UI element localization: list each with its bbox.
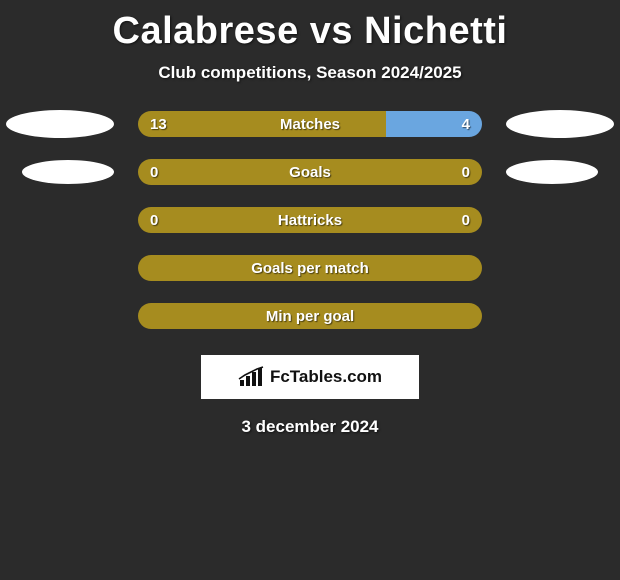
stat-bar: 134Matches [138,111,482,137]
fctables-logo: FcTables.com [201,355,419,399]
stat-bar: 00Hattricks [138,207,482,233]
stat-value-left: 0 [138,159,482,185]
stat-value-left [138,255,470,281]
stat-row-matches: 134Matches [0,111,620,137]
stat-value-right [470,303,482,329]
footer-date: 3 december 2024 [0,417,620,437]
stat-bar: Goals per match [138,255,482,281]
stat-value-left [138,303,470,329]
stat-rows: 134Matches 00Goals 00Hattricks Goals per ma… [0,111,620,329]
player2-name: Nichetti [364,10,507,52]
player1-marker [22,160,114,184]
subtitle: Club competitions, Season 2024/2025 [0,63,620,83]
stat-row-min-per-goal: Min per goal [0,303,620,329]
stat-value-left: 0 [138,207,482,233]
chart-icon [238,366,264,388]
stat-bar: 00Goals [138,159,482,185]
player2-marker [506,110,614,138]
stat-row-hattricks: 00Hattricks [0,207,620,233]
stat-value-left: 13 [138,111,386,137]
stat-value-right: 4 [386,111,482,137]
stat-value-right: 0 [462,207,470,233]
player1-marker [6,110,114,138]
stat-row-goals: 00Goals [0,159,620,185]
comparison-infographic: Calabrese vs Nichetti Club competitions,… [0,0,620,580]
page-title: Calabrese vs Nichetti [0,10,620,53]
stat-value-right: 0 [462,159,470,185]
logo-text: FcTables.com [270,367,382,387]
stat-bar: Min per goal [138,303,482,329]
vs-label: vs [310,10,353,52]
player2-marker [506,160,598,184]
stat-row-goals-per-match: Goals per match [0,255,620,281]
player1-name: Calabrese [113,10,299,52]
stat-value-right [470,255,482,281]
